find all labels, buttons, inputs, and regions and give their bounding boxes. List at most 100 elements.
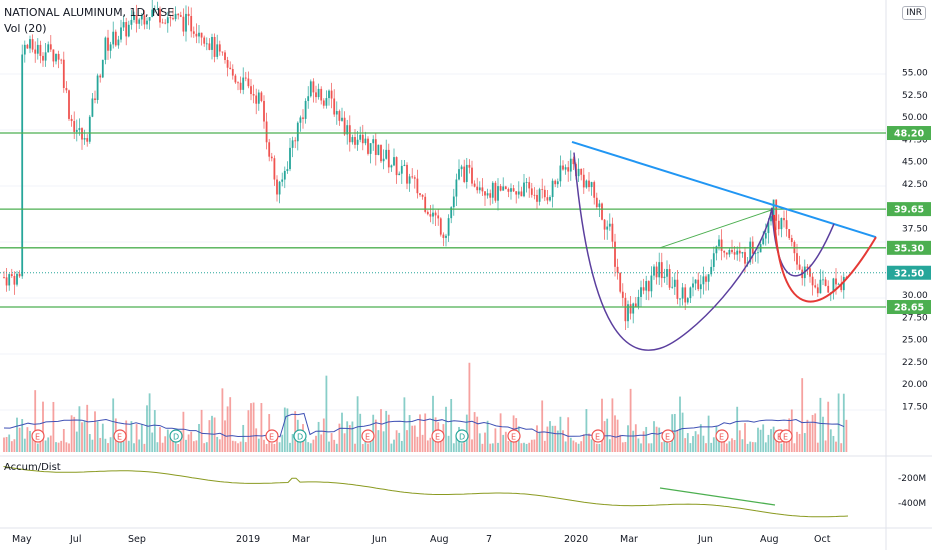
candle-body: [455, 179, 458, 197]
volume-bar: [31, 433, 34, 452]
volume-bar: [491, 443, 494, 452]
candle-body: [127, 24, 130, 37]
volume-bar: [96, 421, 99, 452]
volume-bar: [73, 416, 76, 452]
price-tag-bg: [887, 126, 931, 141]
volume-bar: [289, 442, 291, 452]
volume-bar: [614, 415, 616, 452]
volume-bar: [845, 419, 848, 452]
volume-bar: [702, 435, 705, 452]
candle-body: [320, 88, 323, 101]
volume-bar: [239, 441, 242, 452]
volume-bar: [803, 433, 806, 452]
volume-bar: [406, 430, 408, 452]
volume-bar: [798, 433, 801, 452]
volume-bar: [689, 443, 692, 452]
volume-bar: [538, 432, 541, 452]
earnings-marker-letter: E: [117, 433, 122, 442]
candle-body: [346, 125, 349, 135]
candle-body: [658, 262, 661, 278]
candle-body: [419, 193, 421, 195]
volume-bar: [335, 443, 338, 452]
candle-body: [330, 90, 333, 99]
volume-bar: [242, 424, 245, 452]
volume-bar: [291, 434, 294, 452]
candle-body: [694, 279, 697, 284]
price-axis-label: 55.00: [902, 69, 928, 79]
volume-bar: [42, 401, 44, 452]
volume-bar: [655, 426, 658, 452]
time-axis-label: Jun: [697, 534, 713, 545]
candle-body: [29, 39, 31, 49]
candle-body: [484, 191, 486, 196]
candle-body: [250, 86, 252, 95]
candle-body: [546, 197, 549, 201]
candle-body: [195, 33, 198, 37]
earnings-marker: E: [715, 429, 729, 443]
accum-dist-line: [3, 466, 849, 518]
candle-body: [73, 121, 76, 132]
volume-bar: [520, 443, 523, 452]
volume-bar: [447, 435, 450, 452]
volume-bar: [762, 424, 765, 452]
volume-bar: [658, 427, 661, 452]
volume-bar: [283, 407, 286, 452]
volume-bar: [445, 406, 447, 452]
volume-bar: [385, 410, 388, 452]
price-axis-label: 47.50: [902, 135, 928, 145]
volume-bar: [60, 440, 63, 452]
volume-bar: [221, 388, 224, 452]
volume-bar: [260, 403, 263, 452]
candle-body: [44, 52, 47, 61]
candle-body: [785, 220, 788, 230]
volume-bar: [315, 435, 317, 452]
volume-bar: [146, 405, 148, 452]
candle-body: [640, 287, 642, 297]
volume-bar: [681, 412, 684, 452]
volume-bar: [676, 430, 679, 452]
currency-badge[interactable]: INR: [902, 6, 926, 20]
candle-body: [369, 143, 372, 154]
candle-body: [463, 166, 466, 182]
volume-bar: [29, 430, 31, 452]
candle-body: [827, 285, 830, 293]
candle-body: [278, 181, 281, 195]
volume-bar: [416, 436, 419, 452]
volume-bar: [250, 403, 252, 452]
volume-bar: [759, 429, 762, 452]
candle-body: [660, 262, 663, 279]
volume-bar: [286, 408, 289, 452]
volume-bar: [361, 443, 364, 452]
candle-body: [551, 180, 554, 198]
volume-bar: [673, 413, 676, 452]
volume-bar: [749, 441, 752, 452]
candle-body: [741, 252, 744, 254]
volume-bar: [70, 415, 73, 452]
candle-body: [572, 158, 575, 165]
candle-body: [588, 180, 590, 188]
candle-body: [442, 234, 445, 238]
volume-bar: [723, 434, 726, 452]
volume-bar: [229, 397, 232, 452]
candle-body: [770, 216, 772, 222]
volume-bar: [637, 438, 640, 452]
candle-body: [634, 303, 637, 307]
volume-bar: [374, 419, 377, 452]
candle-body: [465, 164, 468, 182]
candle-body: [478, 187, 481, 191]
candle-body: [107, 37, 109, 51]
earnings-marker-letter: E: [719, 433, 724, 442]
candle-body: [224, 52, 226, 60]
volume-bar: [533, 439, 536, 452]
candle-body: [434, 212, 437, 216]
candle-body: [13, 276, 16, 285]
candle-body: [556, 181, 559, 185]
candle-body: [101, 59, 104, 78]
candle-body: [806, 266, 809, 269]
handle-curve: [771, 207, 835, 277]
volume-bar: [608, 439, 611, 452]
volume-bar: [746, 443, 749, 452]
volume-bar: [473, 412, 476, 452]
